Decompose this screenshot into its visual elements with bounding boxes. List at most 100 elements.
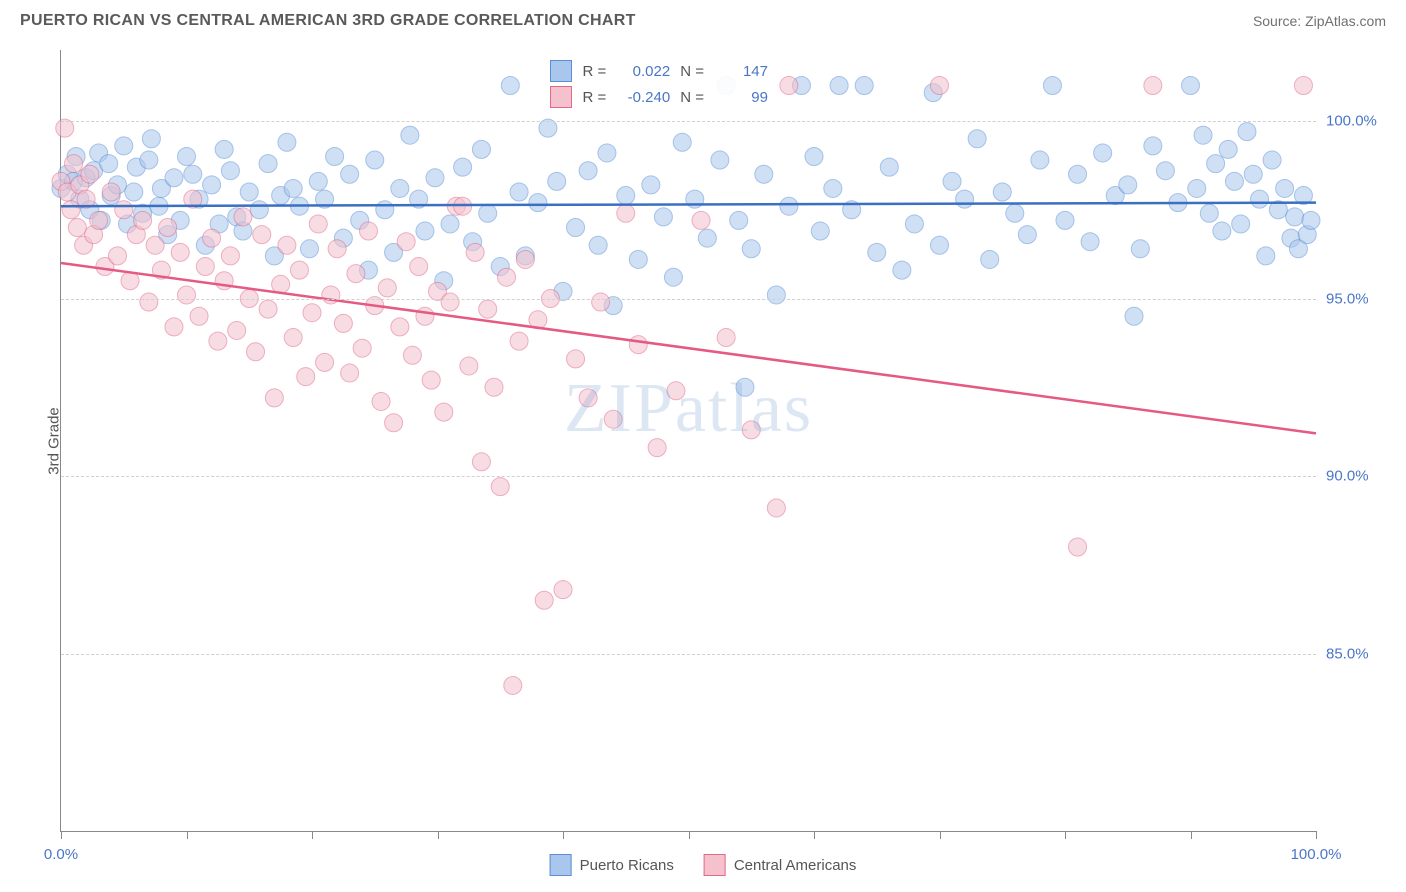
scatter-point [617, 187, 635, 205]
scatter-point [1263, 151, 1281, 169]
scatter-point [1207, 155, 1225, 173]
x-tick-label: 100.0% [1291, 846, 1342, 863]
scatter-point [905, 215, 923, 233]
scatter-point [221, 162, 239, 180]
y-tick-label: 85.0% [1326, 645, 1396, 662]
scatter-point [579, 389, 597, 407]
source-site: ZipAtlas.com [1305, 13, 1386, 29]
scatter-point [234, 208, 252, 226]
scatter-point [811, 222, 829, 240]
stats-legend-row: R = -0.240 N = 99 [550, 84, 768, 110]
scatter-point [102, 183, 120, 201]
bottom-legend: Puerto RicansCentral Americans [550, 854, 857, 876]
scatter-point [664, 268, 682, 286]
scatter-point [341, 364, 359, 382]
scatter-point [692, 211, 710, 229]
scatter-point [1043, 77, 1061, 95]
x-tick [563, 831, 564, 839]
x-tick-label: 0.0% [44, 846, 78, 863]
scatter-point [1119, 176, 1137, 194]
scatter-point [472, 453, 490, 471]
scatter-point [830, 77, 848, 95]
scatter-point [504, 676, 522, 694]
scatter-point [165, 318, 183, 336]
scatter-point [146, 236, 164, 254]
scatter-point [498, 268, 516, 286]
scatter-point [1251, 190, 1269, 208]
n-value: 99 [714, 89, 768, 106]
bottom-legend-item: Central Americans [704, 854, 857, 876]
x-tick [689, 831, 690, 839]
scatter-svg [61, 50, 1316, 831]
stats-legend: R = 0.022 N = 147 R = -0.240 N = 99 [550, 58, 768, 110]
scatter-point [931, 236, 949, 254]
scatter-point [426, 169, 444, 187]
scatter-point [1257, 247, 1275, 265]
scatter-point [108, 247, 126, 265]
scatter-point [472, 140, 490, 158]
scatter-point [62, 201, 80, 219]
scatter-point [1244, 165, 1262, 183]
scatter-point [589, 236, 607, 254]
scatter-point [1188, 179, 1206, 197]
scatter-point [165, 169, 183, 187]
scatter-point [479, 300, 497, 318]
scatter-point [410, 258, 428, 276]
scatter-point [372, 392, 390, 410]
scatter-point [642, 176, 660, 194]
scatter-point [730, 211, 748, 229]
scatter-point [416, 307, 434, 325]
scatter-point [1031, 151, 1049, 169]
scatter-point [598, 144, 616, 162]
scatter-point [441, 293, 459, 311]
scatter-point [90, 211, 108, 229]
scatter-point [309, 215, 327, 233]
scatter-point [711, 151, 729, 169]
chart-area: 3rd Grade ZIPatlas R = 0.022 N = 147 R =… [60, 50, 1316, 832]
r-label: R = [582, 63, 606, 80]
scatter-point [943, 172, 961, 190]
scatter-point [736, 378, 754, 396]
scatter-point [893, 261, 911, 279]
scatter-point [115, 201, 133, 219]
scatter-point [780, 77, 798, 95]
n-value: 147 [714, 63, 768, 80]
plot-area: ZIPatlas R = 0.022 N = 147 R = -0.240 N … [60, 50, 1316, 832]
scatter-point [416, 222, 434, 240]
scatter-point [353, 339, 371, 357]
gridline-h [61, 476, 1316, 477]
scatter-point [880, 158, 898, 176]
scatter-point [491, 478, 509, 496]
scatter-point [290, 261, 308, 279]
y-tick-label: 100.0% [1326, 113, 1396, 130]
scatter-point [868, 243, 886, 261]
scatter-point [334, 314, 352, 332]
scatter-point [579, 162, 597, 180]
scatter-point [316, 353, 334, 371]
scatter-point [1144, 77, 1162, 95]
scatter-point [240, 183, 258, 201]
scatter-point [698, 229, 716, 247]
scatter-point [548, 172, 566, 190]
x-tick [1316, 831, 1317, 839]
scatter-point [272, 275, 290, 293]
scatter-point [717, 329, 735, 347]
source-label: Source: [1253, 13, 1305, 29]
scatter-point [981, 250, 999, 268]
y-tick-label: 90.0% [1326, 468, 1396, 485]
scatter-point [1200, 204, 1218, 222]
scatter-point [1081, 233, 1099, 251]
scatter-point [303, 304, 321, 322]
scatter-point [654, 208, 672, 226]
scatter-point [215, 140, 233, 158]
scatter-point [567, 350, 585, 368]
source-attribution: Source: ZipAtlas.com [1253, 13, 1386, 29]
scatter-point [159, 219, 177, 237]
r-value: 0.022 [616, 63, 670, 80]
scatter-point [125, 183, 143, 201]
scatter-point [403, 346, 421, 364]
scatter-point [190, 307, 208, 325]
scatter-point [1125, 307, 1143, 325]
scatter-point [385, 414, 403, 432]
scatter-point [221, 247, 239, 265]
